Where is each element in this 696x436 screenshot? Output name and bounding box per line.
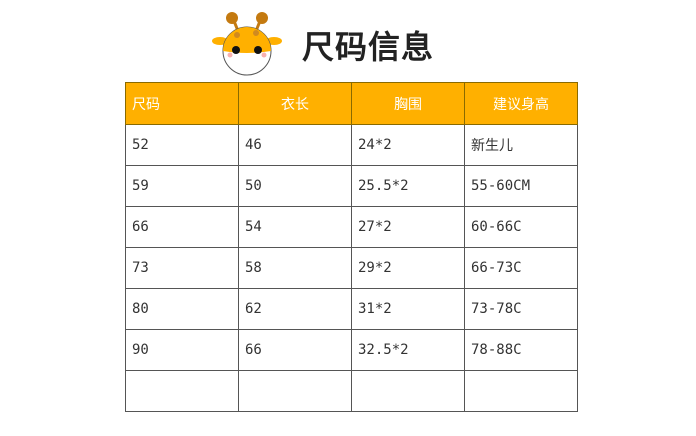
giraffe-mascot-icon — [212, 12, 282, 76]
size-table: 尺码 衣长 胸围 建议身高 52 46 24*2 新生儿 59 50 25.5*2 55-60… — [125, 82, 578, 412]
table-cell: 62 — [238, 288, 352, 330]
table-row: 66 54 27*2 60-66C — [125, 206, 578, 248]
table-cell — [238, 370, 352, 412]
table-row: 73 58 29*2 66-73C — [125, 247, 578, 289]
table-cell: 25.5*2 — [351, 165, 465, 207]
table-cell: 66 — [125, 206, 239, 248]
table-row — [125, 370, 578, 412]
table-cell: 80 — [125, 288, 239, 330]
table-cell: 90 — [125, 329, 239, 371]
table-cell: 46 — [238, 124, 352, 166]
table-cell: 66 — [238, 329, 352, 371]
table-cell: 59 — [125, 165, 239, 207]
table-cell: 24*2 — [351, 124, 465, 166]
table-cell: 52 — [125, 124, 239, 166]
table-row: 52 46 24*2 新生儿 — [125, 124, 578, 166]
table-cell: 29*2 — [351, 247, 465, 289]
table-cell: 78-88C — [464, 329, 578, 371]
table-cell: 73 — [125, 247, 239, 289]
table-row: 80 62 31*2 73-78C — [125, 288, 578, 330]
page-title: 尺码信息 — [302, 28, 435, 66]
table-cell: 54 — [238, 206, 352, 248]
table-cell — [125, 370, 239, 412]
table-cell — [464, 370, 578, 412]
header-length: 衣长 — [238, 82, 352, 125]
table-cell: 31*2 — [351, 288, 465, 330]
header-height: 建议身高 — [464, 82, 578, 125]
table-cell: 32.5*2 — [351, 329, 465, 371]
table-header-row: 尺码 衣长 胸围 建议身高 — [125, 82, 578, 125]
table-cell: 27*2 — [351, 206, 465, 248]
table-cell: 50 — [238, 165, 352, 207]
header-size: 尺码 — [125, 82, 239, 125]
table-row: 59 50 25.5*2 55-60CM — [125, 165, 578, 207]
table-cell: 55-60CM — [464, 165, 578, 207]
table-cell: 58 — [238, 247, 352, 289]
table-row: 90 66 32.5*2 78-88C — [125, 329, 578, 371]
table-cell: 66-73C — [464, 247, 578, 289]
table-cell — [351, 370, 465, 412]
table-cell: 60-66C — [464, 206, 578, 248]
table-cell: 73-78C — [464, 288, 578, 330]
header-chest: 胸围 — [351, 82, 465, 125]
table-cell: 新生儿 — [464, 124, 578, 166]
